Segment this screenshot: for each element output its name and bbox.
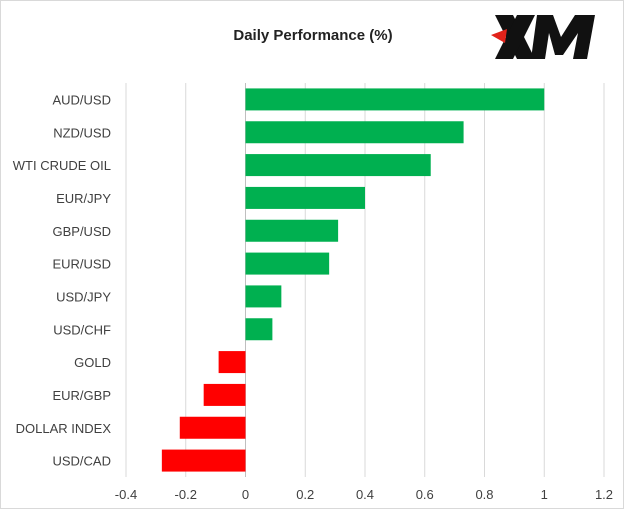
bar [180,417,246,439]
bar [162,450,246,472]
x-tick-label: 0 [242,487,249,502]
x-tick-label: 0.2 [296,487,314,502]
category-label: WTI CRUDE OIL [13,158,111,173]
bar [246,88,545,110]
x-tick-label: 0.6 [416,487,434,502]
x-tick-label: 0.4 [356,487,374,502]
bar [246,318,273,340]
chart-container: Daily Performance (%) AUD/USD NZD/USD WTI … [0,0,624,509]
x-tick-label: 0.8 [475,487,493,502]
bar [246,121,464,143]
x-tick-labels: -0.4 -0.2 0 0.2 0.4 0.6 0.8 1 1.2 [115,487,613,502]
category-label: EUR/USD [52,257,111,272]
category-label: USD/CAD [52,454,111,469]
bar-chart: AUD/USD NZD/USD WTI CRUDE OIL EUR/JPY GBP/US… [1,1,624,510]
bar [219,351,246,373]
category-label: USD/CHF [53,322,111,337]
category-label: AUD/USD [52,92,111,107]
bars [162,88,544,471]
bar [246,220,339,242]
bar [246,187,366,209]
category-label: EUR/GBP [52,388,111,403]
category-label: NZD/USD [53,125,111,140]
category-label: DOLLAR INDEX [16,421,112,436]
x-tick-label: 1 [541,487,548,502]
category-label: GBP/USD [52,224,111,239]
category-label: USD/JPY [56,289,111,304]
x-tick-label: 1.2 [595,487,613,502]
bar [246,154,431,176]
category-label: EUR/JPY [56,191,111,206]
category-labels: AUD/USD NZD/USD WTI CRUDE OIL EUR/JPY GBP/US… [13,92,112,468]
x-tick-label: -0.2 [175,487,197,502]
bar [204,384,246,406]
category-label: GOLD [74,355,111,370]
bar [246,253,330,275]
x-tick-label: -0.4 [115,487,137,502]
bar [246,285,282,307]
